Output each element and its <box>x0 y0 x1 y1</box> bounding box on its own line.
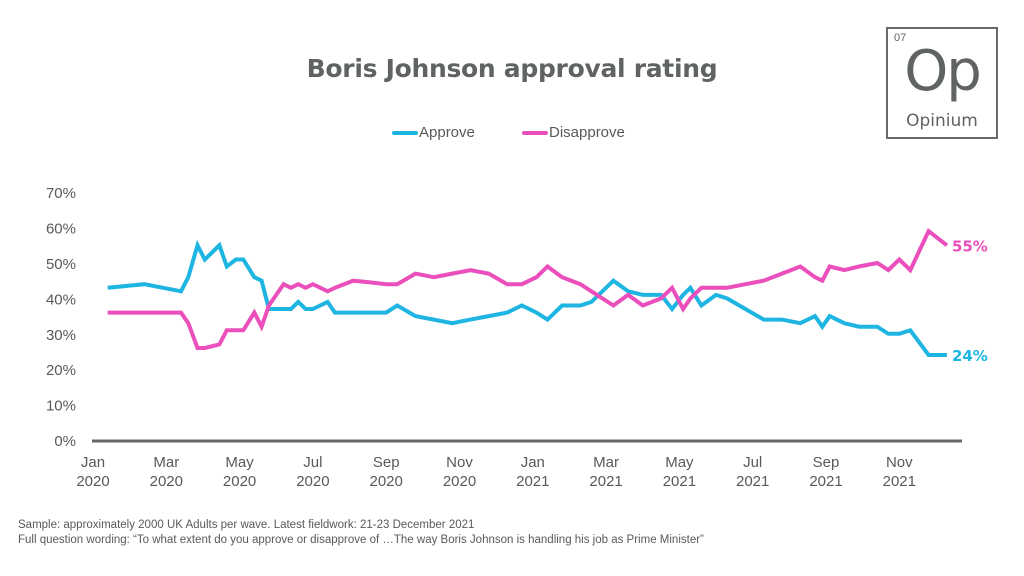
x-tick-label-month: Mar <box>153 454 179 471</box>
y-tick-label: 40% <box>46 291 76 308</box>
x-tick-label-year: 2021 <box>736 473 769 490</box>
series-line-approve <box>107 239 947 357</box>
y-axis-ticks: 0% 10% 20% 30% 40% 50% 60% 70% <box>46 185 76 450</box>
y-tick-label: 10% <box>46 398 76 415</box>
legend-item-approve[interactable]: Approve <box>392 124 475 141</box>
x-tick-label-year: 2020 <box>76 473 109 490</box>
chart-title: Boris Johnson approval rating <box>306 54 718 83</box>
end-label-disapprove: 55% <box>952 237 988 255</box>
footer-question: Full question wording: “To what extent d… <box>18 534 704 546</box>
legend-swatch-disapprove <box>522 130 548 135</box>
legend-label-disapprove: Disapprove <box>549 124 625 141</box>
x-tick-label-year: 2020 <box>150 473 183 490</box>
series-line-disapprove <box>107 227 949 350</box>
x-tick-label-year: 2021 <box>516 473 549 490</box>
x-tick-label-month: May <box>225 454 254 471</box>
logo-symbol: Op <box>904 39 982 104</box>
legend-swatch-approve <box>392 130 418 135</box>
y-tick-label: 60% <box>46 221 76 238</box>
x-tick-label-year: 2021 <box>663 473 696 490</box>
x-tick-label-month: Nov <box>446 454 473 471</box>
y-tick-label: 70% <box>46 185 76 202</box>
x-tick-label-month: Jan <box>521 454 545 471</box>
x-tick-label-month: May <box>665 454 694 471</box>
x-tick-label-month: Sep <box>373 454 400 471</box>
end-label-approve: 24% <box>952 347 988 365</box>
y-tick-label: 0% <box>54 433 76 450</box>
x-tick-label-year: 2020 <box>443 473 476 490</box>
logo-number: 07 <box>894 32 907 44</box>
end-labels: 24% 55% <box>952 237 988 365</box>
opinium-logo: 07 Op Opinium <box>886 27 998 139</box>
series-layer <box>107 227 949 357</box>
x-tick-label-year: 2020 <box>223 473 256 490</box>
x-tick-label-month: Sep <box>813 454 840 471</box>
x-tick-label-year: 2021 <box>883 473 916 490</box>
legend-label-approve: Approve <box>419 124 475 141</box>
x-tick-label-month: Jan <box>81 454 105 471</box>
logo-name: Opinium <box>906 111 978 131</box>
x-tick-label-year: 2021 <box>589 473 622 490</box>
x-tick-label-year: 2021 <box>809 473 842 490</box>
x-tick-label-month: Mar <box>593 454 619 471</box>
footer-sample: Sample: approximately 2000 UK Adults per… <box>18 519 475 531</box>
x-axis-ticks: Jan 2020 Mar 2020 May 2020 Jul 2020 Sep 2020 Nov 20… <box>76 454 916 490</box>
x-tick-label-year: 2020 <box>296 473 329 490</box>
x-tick-label-month: Nov <box>886 454 913 471</box>
y-tick-label: 50% <box>46 256 76 273</box>
x-tick-label-year: 2020 <box>370 473 403 490</box>
x-tick-label-month: Jul <box>303 454 322 471</box>
x-tick-label-month: Jul <box>743 454 762 471</box>
legend-item-disapprove[interactable]: Disapprove <box>522 124 625 141</box>
y-tick-label: 20% <box>46 362 76 379</box>
y-tick-label: 30% <box>46 327 76 344</box>
chart-legend: Approve Disapprove <box>0 124 1024 144</box>
